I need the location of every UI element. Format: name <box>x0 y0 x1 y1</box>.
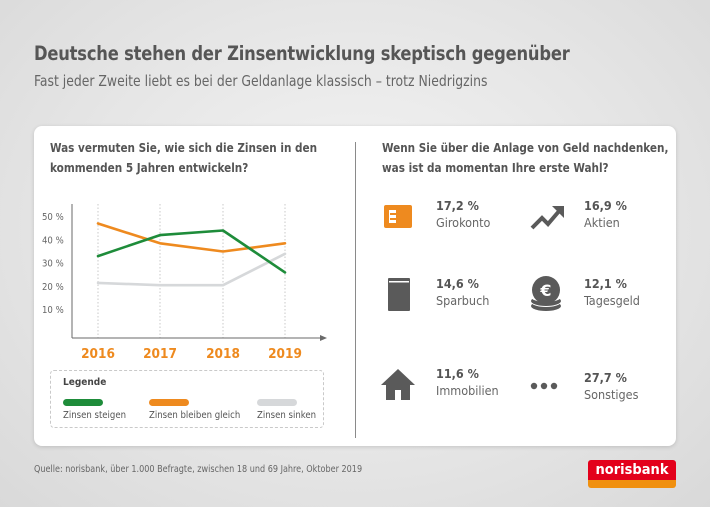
trend-up-icon <box>530 206 564 230</box>
item-value: 11,6 % <box>436 366 479 381</box>
dots-icon <box>530 382 558 390</box>
item-label: Immobilien <box>436 383 499 398</box>
series-line-zinsen-bleiben-gleich <box>96 222 287 253</box>
series-line-zinsen-steigen <box>96 229 287 274</box>
item-aktien: 16,9 % Aktien <box>528 196 678 236</box>
item-label: Tagesgeld <box>584 293 640 308</box>
y-tick-label: 30 % <box>42 259 64 270</box>
page-subtitle: Fast jeder Zweite liebt es bei der Gelda… <box>34 72 488 90</box>
x-tick-label: 2019 <box>268 346 302 362</box>
euro-coins-icon: € <box>531 276 561 311</box>
legend-item-steigen: Zinsen steigen <box>63 399 126 421</box>
book-icon <box>388 278 410 311</box>
legend-title: Legende <box>63 377 107 388</box>
svg-text:€: € <box>539 281 551 300</box>
x-tick-label: 2016 <box>81 346 115 362</box>
survey-question-line1: Wenn Sie über die Anlage von Geld nachde… <box>382 140 669 155</box>
x-axis-arrow <box>320 335 327 341</box>
item-value: 16,9 % <box>584 198 627 213</box>
chart-question-line2: kommenden 5 Jahren entwickeln? <box>50 160 249 175</box>
item-girokonto: 17,2 % Girokonto <box>380 196 530 236</box>
item-label: Sparbuch <box>436 293 490 308</box>
item-value: 14,6 % <box>436 276 479 291</box>
logo-text: norisbank <box>588 460 676 480</box>
item-value: 27,7 % <box>584 370 627 385</box>
x-tick-label: 2018 <box>206 346 240 362</box>
legend-swatch <box>149 399 189 406</box>
legend-label: Zinsen bleiben gleich <box>149 410 241 421</box>
x-tick-label: 2017 <box>143 346 177 362</box>
legend-item-gleich: Zinsen bleiben gleich <box>149 399 240 421</box>
legend-swatch <box>63 399 103 406</box>
panel-divider <box>355 142 356 438</box>
chart-question: Was vermuten Sie, wie sich die Zinsen in… <box>50 138 317 178</box>
y-tick-label: 10 % <box>42 305 64 316</box>
series-line-zinsen-sinken <box>96 252 287 287</box>
logo-bar <box>588 480 676 488</box>
item-value: 12,1 % <box>584 276 627 291</box>
item-label: Girokonto <box>436 215 491 230</box>
item-label: Aktien <box>584 215 620 230</box>
chart-question-line1: Was vermuten Sie, wie sich die Zinsen in… <box>50 140 318 155</box>
chart-legend: Legende Zinsen steigen Zinsen bleiben gl… <box>50 370 324 428</box>
legend-label: Zinsen steigen <box>63 410 127 421</box>
legend-item-sinken: Zinsen sinken <box>257 399 316 421</box>
y-tick-label: 20 % <box>42 282 64 293</box>
norisbank-logo: norisbank <box>588 460 676 488</box>
line-chart: 10 % 20 % 30 % 40 % 50 % 2016 2017 2018 2019 <box>42 204 327 362</box>
item-label: Sonstiges <box>584 387 639 402</box>
page-title: Deutsche stehen der Zinsentwicklung skep… <box>34 42 570 65</box>
house-icon <box>381 369 415 400</box>
y-tick-label: 50 % <box>42 212 64 223</box>
legend-swatch <box>257 399 297 406</box>
item-sonstiges: 27,7 % Sonstiges <box>528 368 678 408</box>
item-tagesgeld: € 12,1 % Tagesgeld <box>528 274 678 314</box>
content-card: Was vermuten Sie, wie sich die Zinsen in… <box>34 126 676 446</box>
item-value: 17,2 % <box>436 198 479 213</box>
survey-question: Wenn Sie über die Anlage von Geld nachde… <box>382 138 668 178</box>
item-immobilien: 11,6 % Immobilien <box>380 364 530 404</box>
source-note: Quelle: norisbank, über 1.000 Befragte, … <box>34 464 363 475</box>
card-icon <box>384 205 412 228</box>
y-tick-label: 40 % <box>42 235 64 246</box>
item-sparbuch: 14,6 % Sparbuch <box>380 274 530 314</box>
survey-question-line2: was ist da momentan Ihre erste Wahl? <box>382 160 609 175</box>
legend-label: Zinsen sinken <box>257 410 317 421</box>
